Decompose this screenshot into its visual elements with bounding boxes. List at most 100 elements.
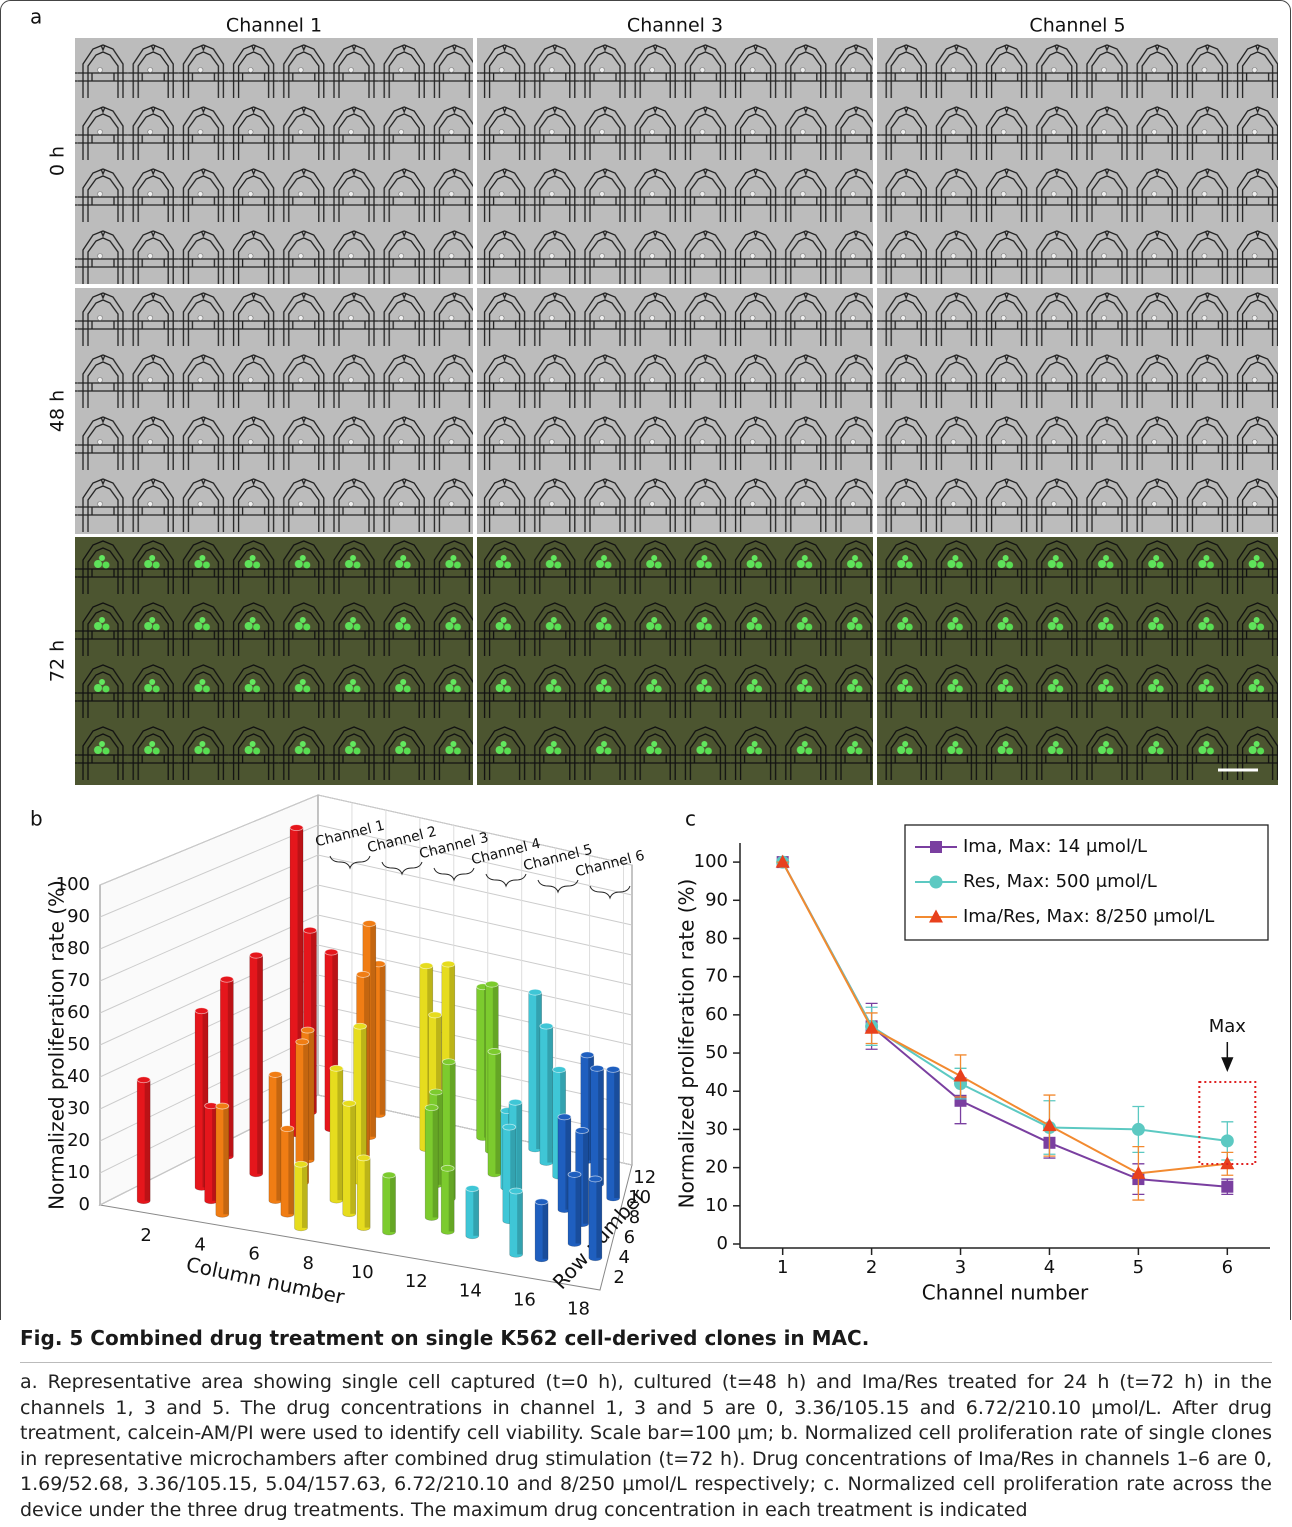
bar <box>588 1175 603 1262</box>
y-tick-label: 10 <box>67 1162 90 1183</box>
y-tick-label: 70 <box>705 966 728 987</box>
bar <box>440 1164 455 1235</box>
x-tick-label: 2 <box>866 1257 877 1278</box>
bar-body <box>534 1201 549 1263</box>
z-tick-label: 12 <box>633 1167 656 1188</box>
frame <box>0 0 1291 1320</box>
bar <box>528 988 543 1153</box>
bar-cap <box>588 1175 603 1183</box>
bar-body <box>567 1174 582 1247</box>
bar-shade <box>332 952 338 1129</box>
bar-cap <box>289 824 304 832</box>
bar-body <box>509 1190 523 1258</box>
marker <box>1042 1118 1057 1132</box>
y-tick-label: 70 <box>67 970 90 991</box>
bar <box>567 1171 582 1247</box>
y-tick-label: 90 <box>705 889 728 910</box>
grid-line <box>99 884 633 982</box>
bar-shade <box>390 1175 396 1233</box>
bar-cap <box>136 1076 151 1084</box>
x-tick-label: 4 <box>194 1234 205 1255</box>
bar-cap <box>280 1125 295 1133</box>
marker <box>864 1020 879 1034</box>
x-tick-label: 10 <box>351 1262 374 1283</box>
column-label: Channel 5 <box>1029 15 1125 37</box>
bar-body <box>557 1116 572 1213</box>
bar-body <box>136 1079 151 1205</box>
caption-rule <box>20 1362 1272 1363</box>
bar-body <box>382 1174 396 1236</box>
microchamber-array <box>477 537 873 785</box>
bar-body <box>465 1188 480 1240</box>
bar-shade <box>257 955 263 1174</box>
bar-shade <box>575 1174 582 1244</box>
y-tick-label: 100 <box>694 851 728 872</box>
brace <box>381 861 423 876</box>
grid-line <box>99 1094 633 1206</box>
bar-body <box>280 1128 295 1218</box>
microchamber-array <box>477 38 873 284</box>
x-tick-label: 14 <box>459 1280 482 1301</box>
bar-shade <box>364 1157 371 1228</box>
bar <box>295 1038 310 1186</box>
bar-cap <box>528 988 543 996</box>
bar-shade <box>337 1068 343 1201</box>
bar-shade <box>542 1201 549 1259</box>
marker <box>1131 1122 1145 1136</box>
marker <box>954 1094 967 1107</box>
bar-cap <box>300 1026 315 1034</box>
bar <box>215 1102 230 1218</box>
x-axis-title: Channel number <box>922 1281 1089 1305</box>
bar-body <box>606 1069 620 1202</box>
bar-shade <box>361 1026 367 1182</box>
bar-shade <box>449 1061 456 1199</box>
bar <box>606 1066 621 1202</box>
z-tick-label: 6 <box>624 1227 635 1248</box>
bar-shade <box>583 1130 589 1224</box>
x-tick-label: 6 <box>248 1244 259 1265</box>
bar-cap <box>419 962 434 970</box>
grid-line <box>99 1064 633 1174</box>
bar-cap <box>509 1187 524 1195</box>
y-tick-label: 90 <box>67 906 90 927</box>
grid-line <box>99 824 633 918</box>
bar-shade <box>288 1128 294 1215</box>
micrograph-panel: Channel 1 Channel 3 Channel 5 0 h 48 h 72 h <box>47 15 1278 785</box>
bar-shade <box>449 964 455 1130</box>
x-tick-label: 16 <box>513 1290 536 1311</box>
bar <box>487 1048 502 1178</box>
z-tick-label: 2 <box>613 1267 624 1288</box>
bar <box>539 1022 554 1166</box>
x-tick-label: 5 <box>1133 1257 1144 1278</box>
bar-shade <box>510 1127 516 1221</box>
y-axis-title: Normalized proliferation rate (%) <box>675 879 699 1209</box>
y-tick-label: 60 <box>67 1002 90 1023</box>
microchamber-array <box>75 537 473 785</box>
bar <box>136 1076 151 1205</box>
y-tick-label: 30 <box>67 1098 90 1119</box>
x-axis-title: Column number <box>184 1252 347 1309</box>
z-tick-label: 10 <box>628 1187 651 1208</box>
bar <box>590 1064 605 1188</box>
bar <box>342 1100 357 1218</box>
bar-shade <box>350 1103 356 1214</box>
bar-shade <box>223 1106 229 1215</box>
bar-body <box>588 1178 603 1262</box>
bar-cap <box>382 1171 396 1179</box>
bar-shade <box>614 1069 620 1198</box>
bar-cap <box>249 951 264 959</box>
microchamber-array <box>75 38 473 284</box>
panel-label: a <box>30 5 42 29</box>
marker <box>1220 1134 1234 1148</box>
bar-shade <box>144 1079 151 1201</box>
bar-shade <box>432 1107 439 1218</box>
bar <box>509 1187 524 1258</box>
microchamber-array <box>477 288 873 534</box>
bar-cap <box>465 1185 480 1192</box>
y-tick-label: 40 <box>705 1080 728 1101</box>
bar-cap <box>508 1098 523 1106</box>
legend-label: Ima/Res, Max: 8/250 μmol/L <box>963 906 1214 927</box>
y-axis-title: Normalized proliferation rate (%) <box>45 880 69 1210</box>
bar-shade <box>303 1041 309 1183</box>
